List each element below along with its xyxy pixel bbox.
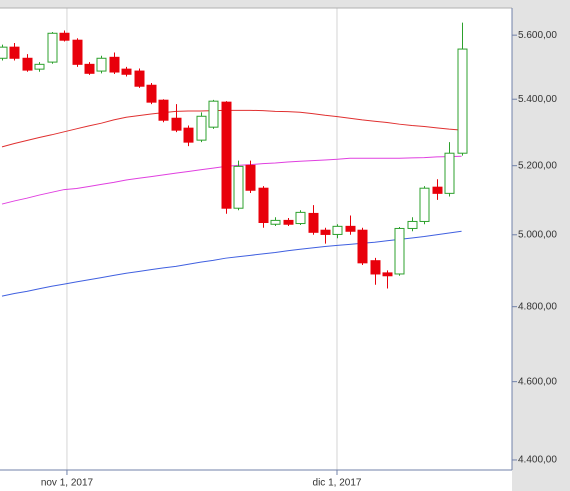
candle-body bbox=[457, 48, 468, 154]
candle-body bbox=[221, 101, 232, 209]
y-tick-label: 4.600,00 bbox=[518, 376, 557, 387]
candle-body bbox=[295, 211, 306, 225]
candle-body bbox=[96, 57, 107, 72]
candle-body bbox=[233, 165, 244, 209]
y-tick-label: 5.400,00 bbox=[518, 94, 557, 105]
y-tick-label: 5.000,00 bbox=[518, 229, 557, 240]
plot-area bbox=[0, 8, 512, 491]
candle-body bbox=[208, 100, 219, 128]
candle-body bbox=[407, 220, 418, 229]
candle-body bbox=[171, 117, 182, 131]
moving-average-line bbox=[1, 155, 462, 205]
candle-body bbox=[444, 152, 455, 194]
candle-body bbox=[332, 225, 343, 235]
candle-body bbox=[258, 187, 269, 223]
candle-body bbox=[394, 227, 405, 275]
candle-body bbox=[183, 127, 194, 143]
moving-average-line bbox=[1, 109, 462, 148]
candle-body bbox=[9, 46, 20, 59]
candle-body bbox=[345, 225, 356, 232]
candle-body bbox=[283, 219, 294, 225]
candle-body bbox=[72, 39, 83, 65]
candle-body bbox=[34, 63, 45, 70]
candle-body bbox=[0, 46, 8, 59]
y-tick-label: 4.800,00 bbox=[518, 301, 557, 312]
x-tick-label: dic 1, 2017 bbox=[313, 478, 362, 489]
candle-body bbox=[382, 272, 393, 277]
candle-body bbox=[47, 32, 58, 63]
moving-average-line bbox=[1, 230, 462, 297]
candle-body bbox=[357, 229, 368, 264]
candle-body bbox=[121, 68, 132, 75]
candle-body bbox=[245, 164, 256, 191]
candle-body bbox=[146, 84, 157, 103]
candle-body bbox=[419, 187, 430, 222]
candle-body bbox=[109, 56, 120, 73]
y-tick-label: 4.400,00 bbox=[518, 455, 557, 466]
candle-body bbox=[196, 115, 207, 141]
candle-body bbox=[432, 186, 443, 194]
candle-body bbox=[22, 57, 33, 71]
candle-body bbox=[158, 99, 169, 121]
candle-body bbox=[370, 260, 381, 275]
plot bbox=[0, 8, 468, 470]
candle-body bbox=[134, 70, 145, 87]
candle-body bbox=[84, 63, 95, 74]
candle-body bbox=[59, 32, 70, 41]
y-tick-label: 5.600,00 bbox=[518, 30, 557, 41]
candle-body bbox=[270, 219, 281, 225]
y-tick-label: 5.200,00 bbox=[518, 160, 557, 171]
candle-body bbox=[320, 229, 331, 235]
x-tick-label: nov 1, 2017 bbox=[41, 478, 94, 489]
candle-body bbox=[308, 212, 319, 233]
